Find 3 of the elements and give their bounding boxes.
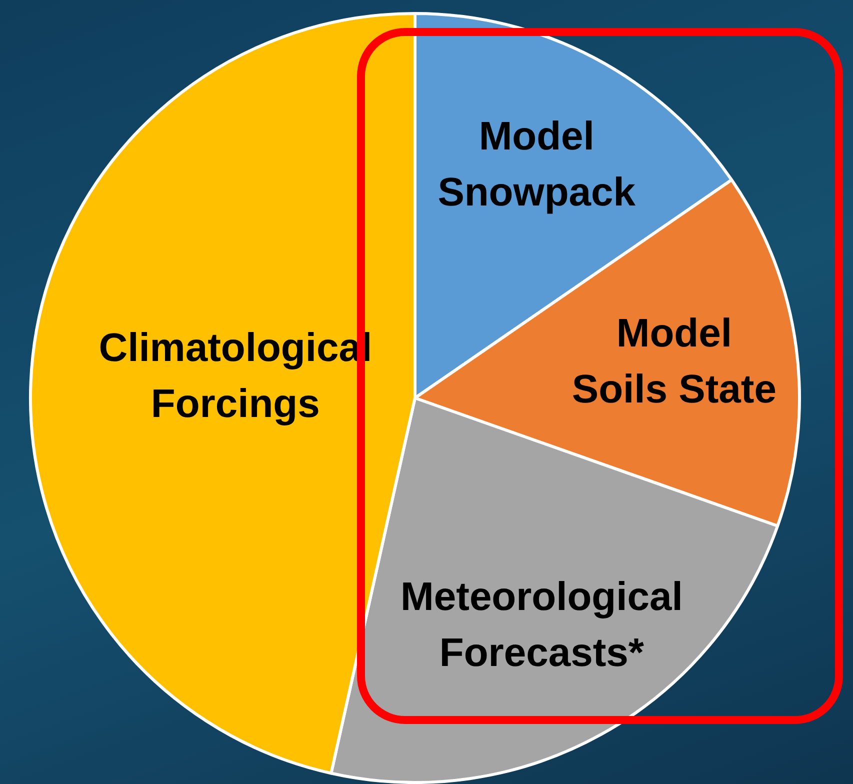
slice-label: Meteorological Forecasts*	[400, 574, 683, 675]
slice-label: Model Snowpack	[438, 114, 636, 215]
slice-label: Model Soils State	[572, 312, 776, 412]
